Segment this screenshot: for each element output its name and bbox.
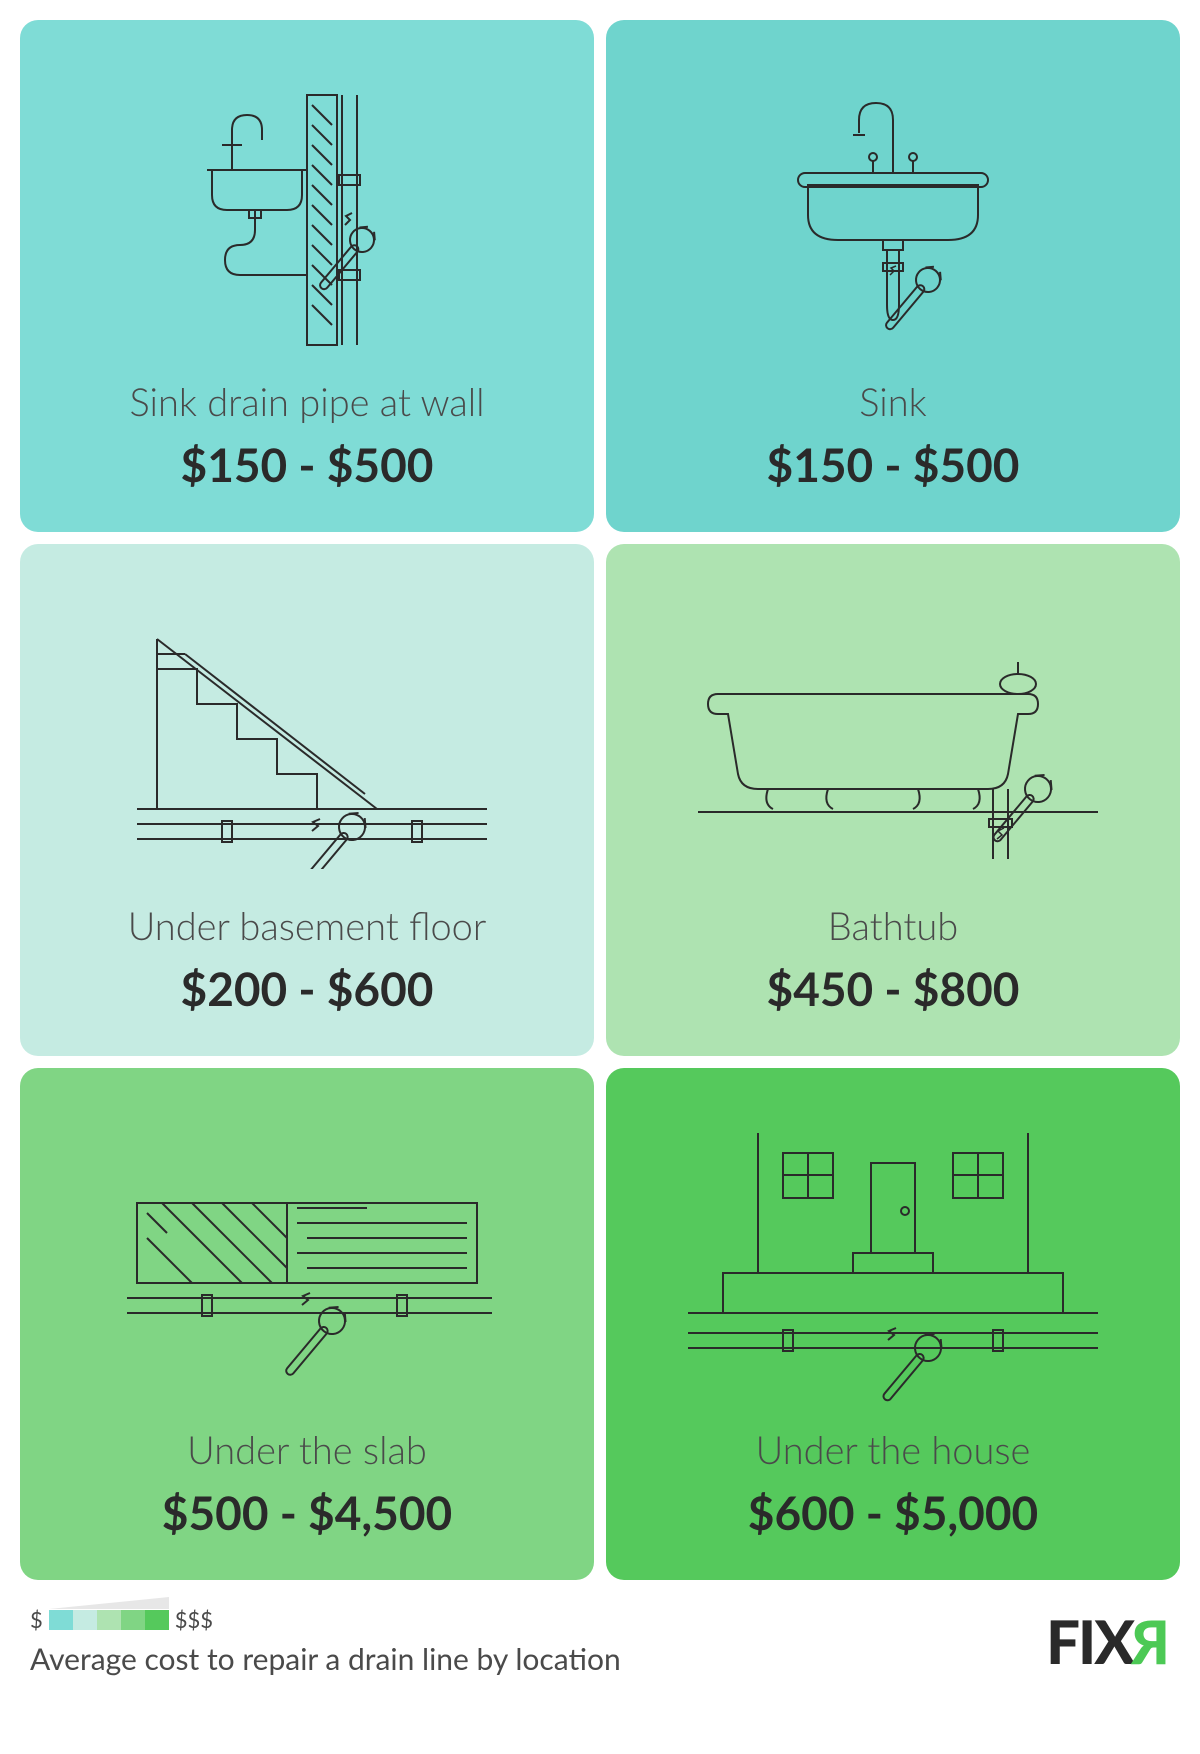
sink-icon	[626, 50, 1160, 379]
card-basement: Under basement floor $200 - $600	[20, 544, 594, 1056]
card-label: Sink	[859, 379, 927, 425]
card-label: Under the slab	[187, 1427, 427, 1473]
card-label: Sink drain pipe at wall	[129, 379, 484, 425]
logo-accent: R	[1133, 1605, 1170, 1677]
card-bathtub: Bathtub $450 - $800	[606, 544, 1180, 1056]
bathtub-icon	[626, 574, 1160, 903]
card-sink-wall: Sink drain pipe at wall $150 - $500	[20, 20, 594, 532]
card-price: $150 - $500	[767, 437, 1020, 492]
basement-icon	[40, 574, 574, 903]
card-price: $450 - $800	[767, 961, 1020, 1016]
card-price: $150 - $500	[181, 437, 434, 492]
slab-icon	[40, 1098, 574, 1427]
caption: Average cost to repair a drain line by l…	[30, 1641, 621, 1677]
card-slab: Under the slab $500 - $4,500	[20, 1068, 594, 1580]
legend-high: $$$	[175, 1606, 213, 1633]
card-house: Under the house $600 - $5,000	[606, 1068, 1180, 1580]
card-label: Under the house	[756, 1427, 1031, 1473]
sink-wall-icon	[40, 50, 574, 379]
fixr-logo: FIXR	[1046, 1605, 1170, 1677]
logo-text: FIX	[1046, 1605, 1133, 1677]
card-sink: Sink $150 - $500	[606, 20, 1180, 532]
card-label: Under basement floor	[128, 903, 487, 949]
infographic-grid: Sink drain pipe at wall $150 - $500	[20, 20, 1180, 1580]
card-price: $500 - $4,500	[162, 1485, 452, 1540]
footer: $ $$$ Average cost to repair a drain lin…	[20, 1605, 1180, 1677]
house-icon	[626, 1098, 1160, 1427]
legend-swatches	[49, 1610, 169, 1630]
legend-low: $	[30, 1606, 43, 1633]
card-price: $600 - $5,000	[748, 1485, 1038, 1540]
card-price: $200 - $600	[181, 961, 434, 1016]
cost-legend: $ $$$	[30, 1606, 621, 1633]
card-label: Bathtub	[828, 903, 958, 949]
